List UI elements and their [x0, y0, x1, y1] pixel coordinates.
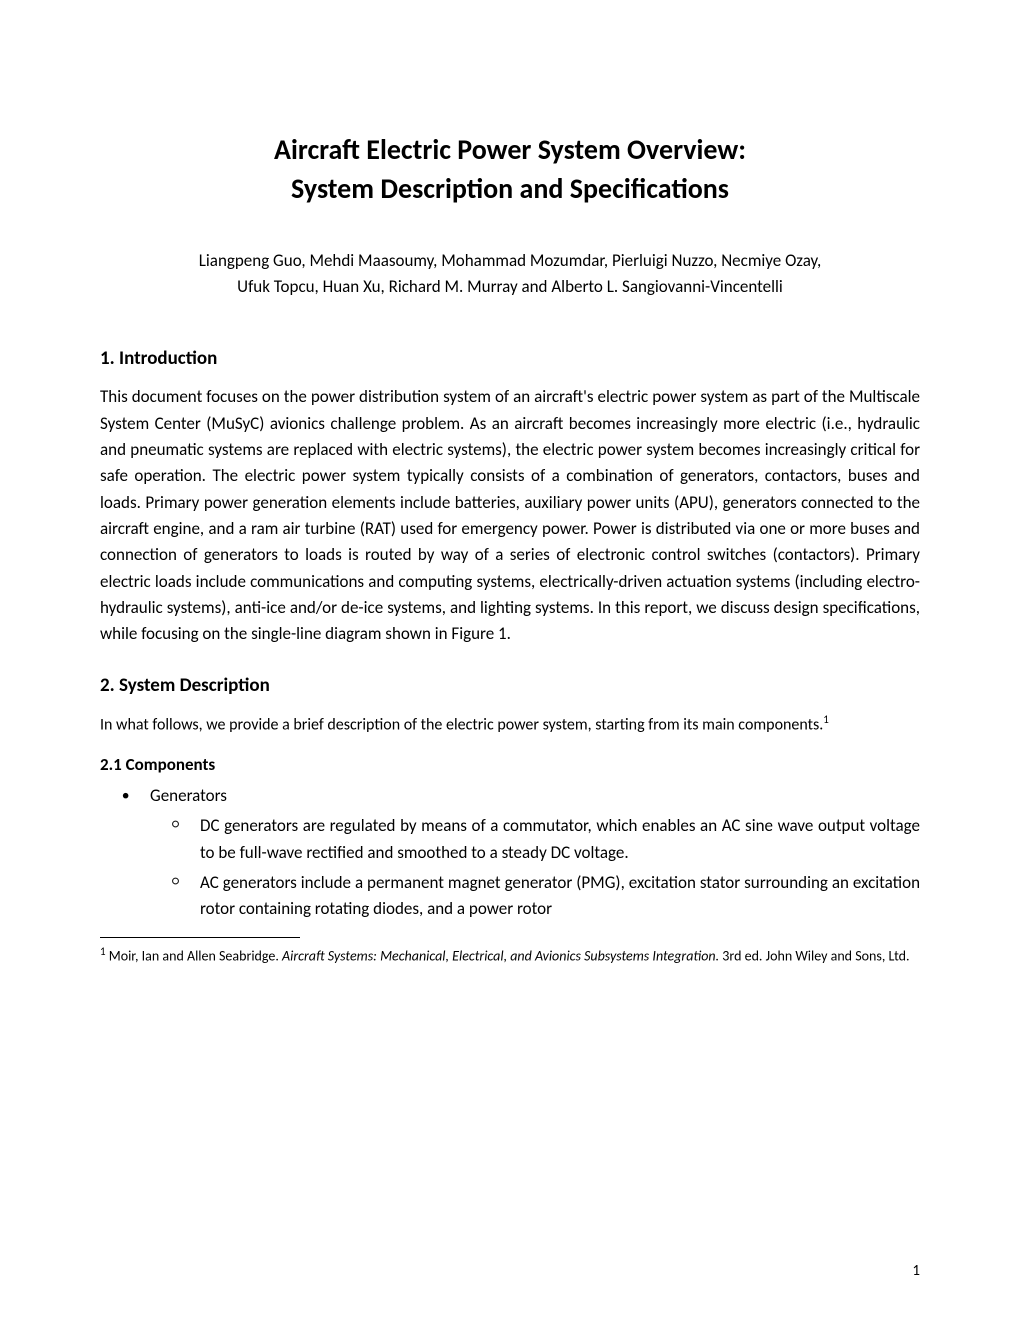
authors-line-1: Liangpeng Guo, Mehdi Maasoumy, Mohammad …	[100, 248, 920, 274]
list-item: DC generators are regulated by means of …	[200, 813, 920, 866]
footnote-title: Aircraft Systems: Mechanical, Electrical…	[282, 947, 719, 964]
intro-text-content: In what follows, we provide a brief desc…	[100, 715, 823, 734]
footnote-prefix: Moir, Ian and Allen Seabridge.	[106, 947, 282, 964]
list-item-label: Generators	[150, 785, 227, 806]
title-line-2: System Description and Specifications	[100, 169, 920, 208]
document-title: Aircraft Electric Power System Overview:…	[100, 130, 920, 208]
title-line-1: Aircraft Electric Power System Overview:	[100, 130, 920, 169]
footnote-ref-1: 1	[823, 713, 829, 726]
footnote-suffix: 3rd ed. John Wiley and Sons, Ltd.	[719, 947, 909, 964]
introduction-body: This document focuses on the power distr…	[100, 384, 920, 647]
generators-sublist: DC generators are regulated by means of …	[150, 813, 920, 922]
list-item: AC generators include a permanent magnet…	[200, 870, 920, 923]
list-item: Generators DC generators are regulated b…	[150, 783, 920, 923]
page-number: 1	[912, 1262, 920, 1280]
section-heading-system-description: 2. System Description	[100, 674, 920, 697]
footnote-divider	[100, 937, 300, 938]
footnote-1: 1 Moir, Ian and Allen Seabridge. Aircraf…	[100, 944, 920, 967]
components-list: Generators DC generators are regulated b…	[100, 783, 920, 923]
authors-line-2: Ufuk Topcu, Huan Xu, Richard M. Murray a…	[100, 274, 920, 300]
system-description-intro: In what follows, we provide a brief desc…	[100, 711, 920, 738]
author-list: Liangpeng Guo, Mehdi Maasoumy, Mohammad …	[100, 248, 920, 299]
section-heading-introduction: 1. Introduction	[100, 347, 920, 370]
subsection-heading-components: 2.1 Components	[100, 754, 920, 775]
